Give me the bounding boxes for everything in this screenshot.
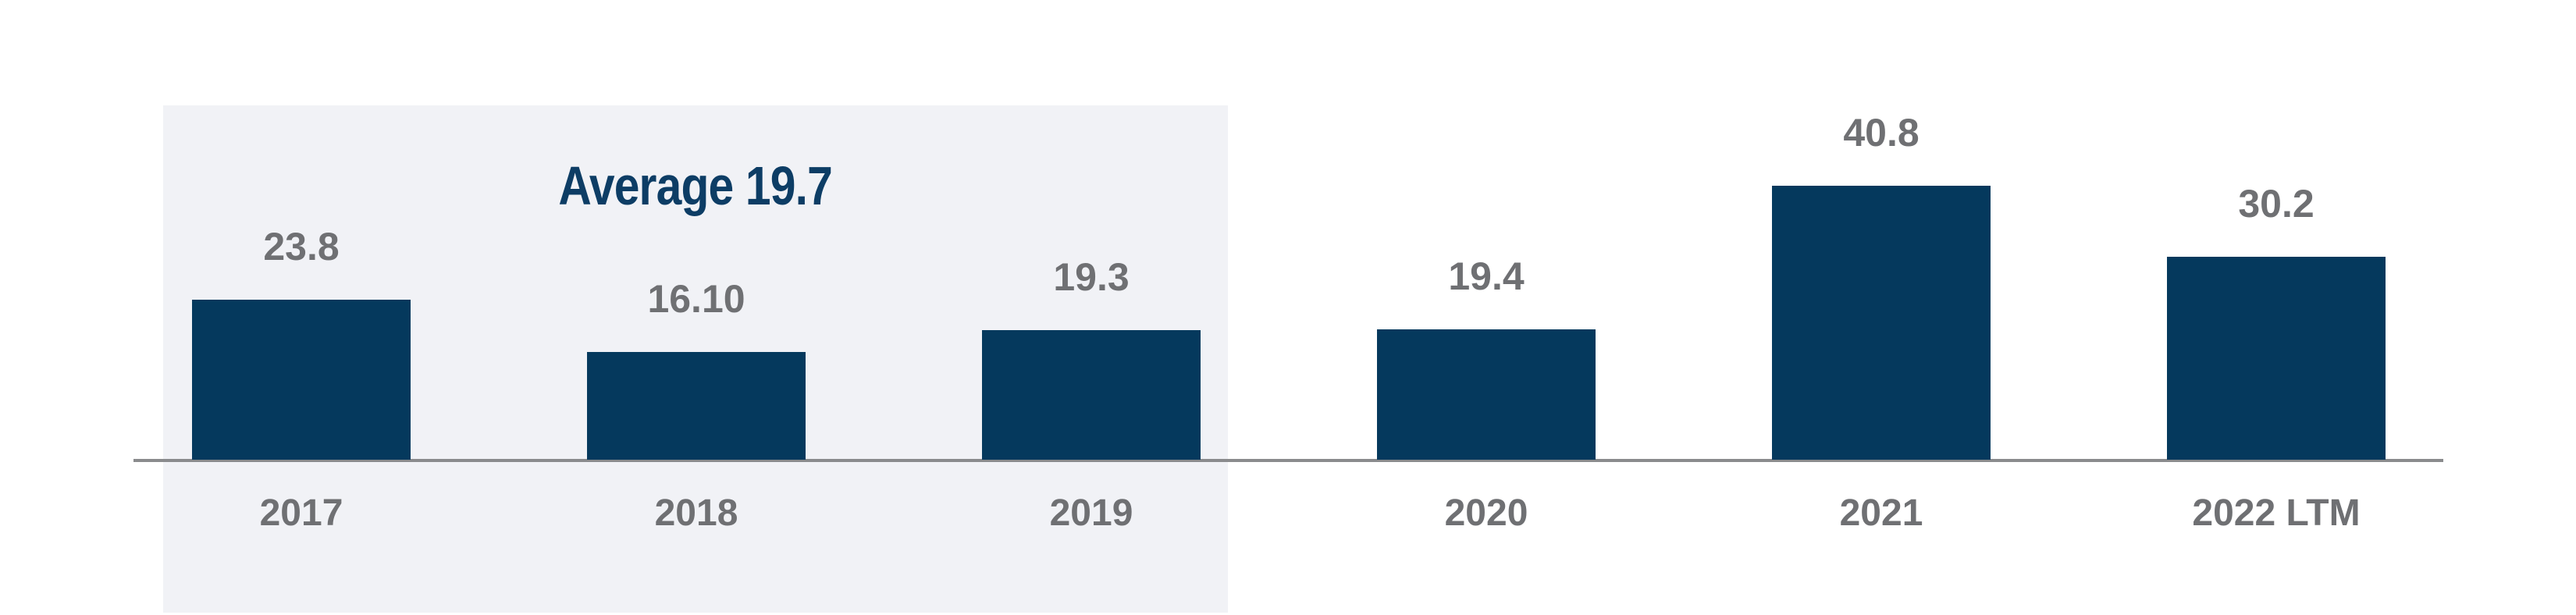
bar-2017 bbox=[192, 300, 411, 460]
bar-group-2022-ltm: 30.2 2022 LTM bbox=[2089, 0, 2464, 615]
value-label-2021: 40.8 bbox=[1843, 111, 1920, 155]
average-annotation-label: Average 19.7 bbox=[558, 155, 833, 216]
bar-group-2017: 23.8 2017 bbox=[114, 0, 489, 615]
bar-group-2021: 40.8 2021 bbox=[1694, 0, 2069, 615]
bar-2019 bbox=[982, 330, 1201, 460]
x-tick-2017: 2017 bbox=[259, 492, 343, 534]
bar-2022-ltm bbox=[2167, 257, 2386, 460]
bar-2018 bbox=[587, 352, 806, 460]
x-axis-line bbox=[133, 459, 2443, 462]
x-tick-2022-ltm: 2022 LTM bbox=[2192, 492, 2361, 534]
value-label-2018: 16.10 bbox=[647, 277, 745, 321]
average-annotation: Average 19.7 bbox=[163, 158, 1228, 213]
x-tick-2021: 2021 bbox=[1839, 492, 1923, 534]
bar-group-2018: 16.10 2018 bbox=[509, 0, 884, 615]
bar-group-2019: 19.3 2019 bbox=[904, 0, 1279, 615]
value-label-2022-ltm: 30.2 bbox=[2238, 182, 2314, 226]
bar-2021 bbox=[1772, 186, 1991, 460]
x-tick-2020: 2020 bbox=[1444, 492, 1528, 534]
value-label-2019: 19.3 bbox=[1053, 255, 1130, 299]
bar-2020 bbox=[1377, 329, 1596, 460]
value-label-2020: 19.4 bbox=[1448, 254, 1525, 298]
x-tick-2018: 2018 bbox=[654, 492, 738, 534]
x-tick-2019: 2019 bbox=[1049, 492, 1133, 534]
value-label-2017: 23.8 bbox=[263, 225, 340, 268]
bar-group-2020: 19.4 2020 bbox=[1299, 0, 1674, 615]
